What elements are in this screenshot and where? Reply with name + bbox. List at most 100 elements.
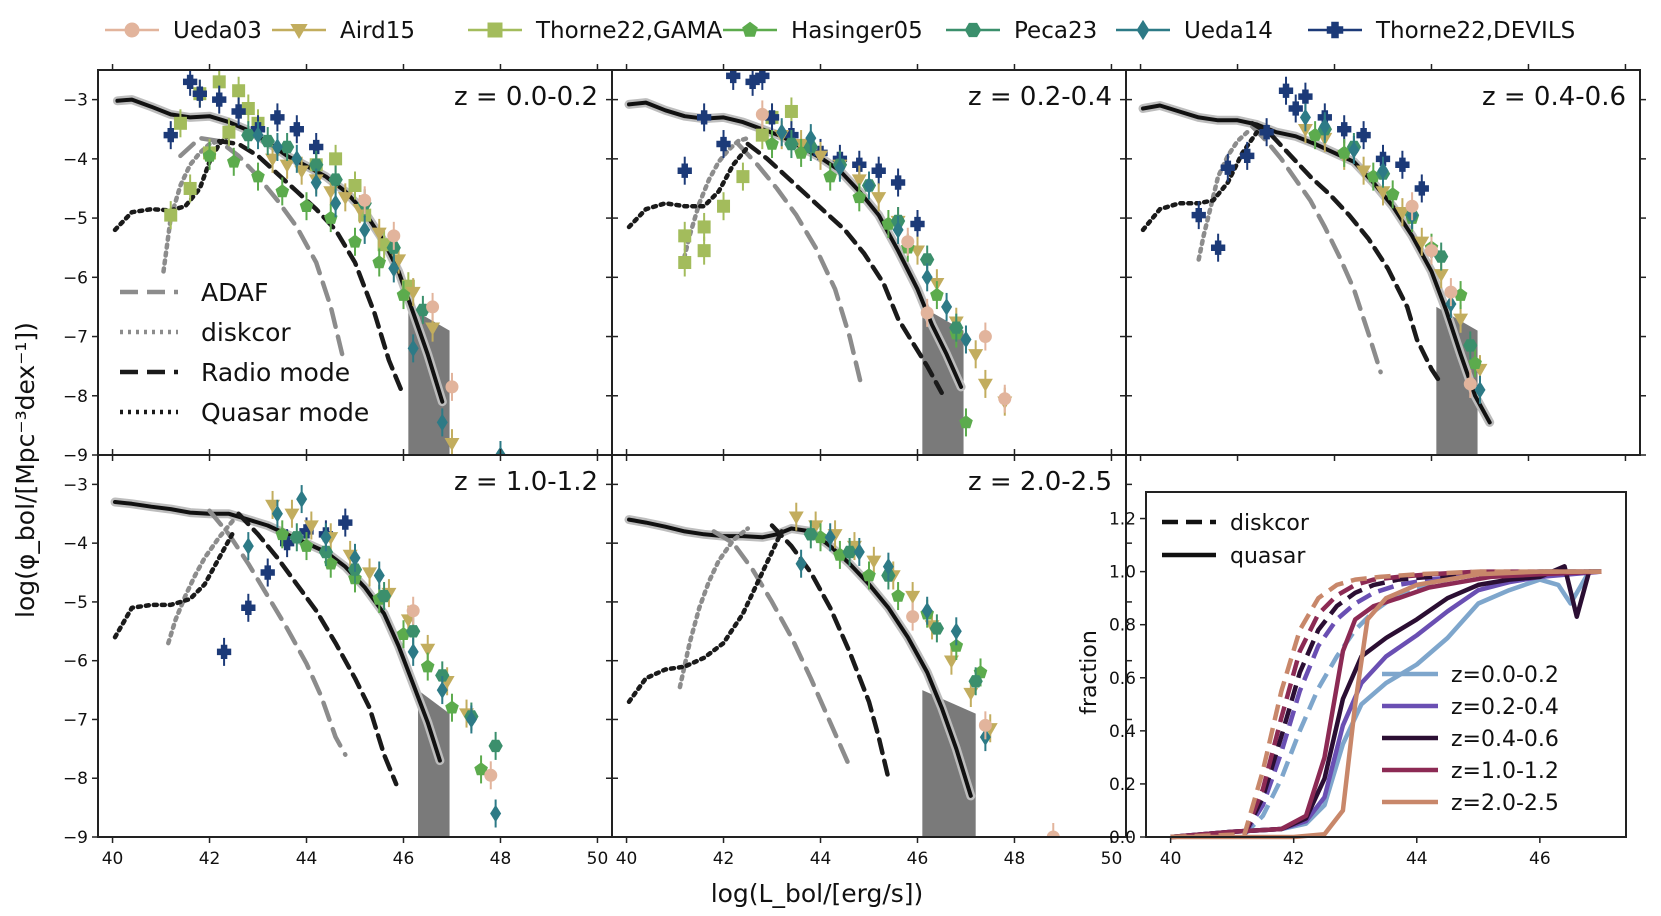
point-diamond <box>882 557 894 576</box>
point-hexagon <box>968 675 983 688</box>
point-plus <box>890 175 906 190</box>
point-circle <box>1405 199 1419 213</box>
point-diamond <box>373 566 385 585</box>
point-diamond <box>1474 381 1486 399</box>
x-tick-label: 50 <box>587 849 609 869</box>
x-tick-label: 44 <box>810 849 832 869</box>
point-diamond <box>465 710 477 729</box>
point-hexagon <box>318 545 334 559</box>
point-pentagon <box>299 199 314 212</box>
figure-ylabel: log(φ_bol/[Mpc⁻³dex⁻¹]) <box>11 322 40 618</box>
fraction-z-legend-label-2: z=0.4-0.6 <box>1451 727 1559 752</box>
y-tick-label: −9 <box>63 828 88 848</box>
point-square <box>183 181 197 195</box>
point-plus <box>299 524 314 539</box>
point-pentagon <box>372 255 386 269</box>
fraction-diskcor-line <box>1170 569 1602 840</box>
point-pentagon <box>852 190 867 204</box>
point-triangle-down <box>284 508 300 522</box>
point-plus <box>755 70 770 84</box>
point-plus <box>1298 89 1313 104</box>
uncertainty-band <box>922 306 964 455</box>
point-pentagon <box>227 154 241 168</box>
point-circle <box>998 392 1012 406</box>
point-diamond <box>490 804 502 823</box>
fraction-y-tick-label: 0.2 <box>1109 775 1136 795</box>
point-diamond <box>1299 108 1311 127</box>
point-pentagon <box>949 638 964 652</box>
point-square <box>678 256 692 269</box>
point-plus <box>279 536 295 551</box>
point-diamond <box>853 543 865 561</box>
point-circle <box>978 330 992 344</box>
point-plus <box>182 74 198 89</box>
point-hexagon <box>280 140 295 154</box>
adaf-line <box>711 529 852 769</box>
point-plus <box>1220 160 1235 175</box>
point-circle <box>1463 377 1477 391</box>
point-diamond <box>921 268 933 287</box>
point-diamond <box>436 681 448 699</box>
point-triangle-down <box>1433 269 1449 283</box>
x-tick-label: 42 <box>713 849 735 869</box>
fraction-x-tick-label: 42 <box>1283 849 1305 869</box>
point-triangle-down <box>362 567 378 581</box>
panel-legend-label-3: Quasar mode <box>201 398 369 427</box>
point-plus <box>1278 83 1294 98</box>
y-tick-label: −6 <box>63 268 88 288</box>
point-circle <box>920 306 934 320</box>
point-plus <box>871 163 886 178</box>
point-hexagon <box>803 528 818 541</box>
point-pentagon <box>973 665 988 679</box>
point-diamond <box>359 221 371 239</box>
point-pentagon <box>891 588 905 602</box>
panel-label: z = 0.0-0.2 <box>454 82 598 112</box>
fraction-frame <box>1145 491 1627 838</box>
fraction-quasar-line <box>1170 569 1602 840</box>
point-triangle-down <box>905 590 921 604</box>
fraction-y-tick-label: 1.2 <box>1109 510 1136 530</box>
point-pentagon <box>324 556 338 570</box>
point-triangle-down <box>813 150 828 164</box>
point-triangle-down <box>337 192 353 206</box>
legend-label-4: Peca23 <box>1014 18 1097 44</box>
point-square <box>678 229 692 243</box>
x-tick-label: 40 <box>616 849 638 869</box>
fraction-y-tick-label: 0.4 <box>1109 722 1136 742</box>
legend-marker-hexagon <box>964 22 982 38</box>
point-diamond <box>863 176 875 195</box>
diskcor-line <box>166 517 237 646</box>
point-square <box>212 75 226 89</box>
point-plus <box>1414 181 1429 196</box>
point-diamond <box>960 330 972 349</box>
point-square <box>736 170 750 184</box>
point-diamond <box>1319 117 1331 136</box>
y-tick-label: −8 <box>63 387 88 407</box>
point-diamond <box>252 126 264 144</box>
panel-label: z = 1.0-1.2 <box>454 467 598 497</box>
radio-mode-line <box>1249 121 1444 387</box>
diskcor-line <box>1196 129 1250 262</box>
point-diamond <box>271 138 283 156</box>
x-tick-label: 46 <box>393 849 415 869</box>
point-pentagon <box>420 659 435 673</box>
legend-label-5: Ueda14 <box>1184 18 1273 44</box>
point-plus <box>1288 101 1303 116</box>
point-diamond <box>1377 161 1389 180</box>
fraction-z-legend-label-4: z=2.0-2.5 <box>1451 791 1559 816</box>
point-pentagon <box>251 169 265 183</box>
top-legend: Ueda03 Aird15 Thorne22,GAMA Hasinger05 Peca2… <box>105 18 1575 44</box>
legend-label-1: Aird15 <box>340 18 415 44</box>
point-diamond <box>407 643 419 661</box>
panel-3: −9 −8 −7 −6 −5 −4 −3 40 42 44 46 48 50 z = 1.0-1.2 <box>63 449 618 869</box>
point-plus <box>1356 128 1371 143</box>
point-triangle-down <box>968 349 984 363</box>
point-hexagon <box>435 669 450 682</box>
panel-plot-area <box>1138 76 1495 455</box>
point-pentagon <box>1337 145 1351 159</box>
point-hexagon <box>328 173 343 186</box>
fraction-y-tick-label: 0.0 <box>1109 828 1136 848</box>
point-plus <box>1191 207 1206 223</box>
point-diamond <box>776 123 788 141</box>
